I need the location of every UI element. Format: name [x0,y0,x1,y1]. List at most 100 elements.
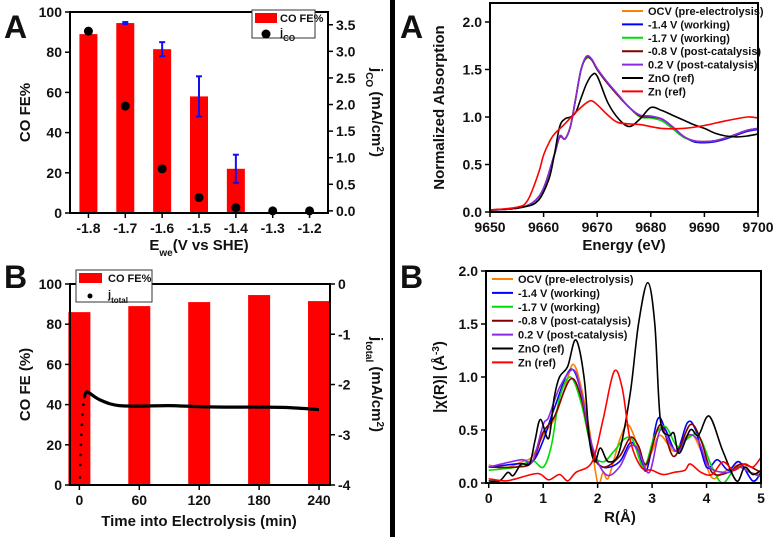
y2-axis-title-part: 2 [375,146,386,152]
panel-letter: A [4,9,27,45]
legend-label: -1.4 V (working) [648,19,730,31]
legend-label: jtotal [107,289,128,305]
chart-panel-1: 0 60 120 180 240 0 20 40 60 80 100 -4 -3 -2 -1 0 B CO FE%… [4,259,351,508]
data-point [157,164,167,174]
x-tick-label: 1 [539,490,547,506]
y-tick-label: 40 [46,397,62,413]
x-axis-title-part: E [149,237,159,254]
x-tick-label: -1.7 [113,220,137,236]
y-axis-title-part: CO FE (%) [17,348,34,421]
y2-axis-title-part: 2 [375,421,386,427]
x-tick-label: 9690 [689,219,720,235]
y-tick-label: 2.0 [459,263,479,279]
legend-label: -0.8 V (post-catalysis) [648,46,761,58]
x-tick-label: 240 [307,492,331,508]
bar [308,301,331,485]
x-tick-label: 9680 [635,219,666,235]
y2-tick-label: -3 [338,427,351,443]
y-tick-label: 60 [46,356,62,372]
y-tick-label: 100 [39,276,63,292]
data-point [120,101,130,111]
x-axis-title-part: (V vs SHE) [173,237,249,254]
x-tick-label: 2 [594,490,602,506]
legend-label: ZnO (ref) [648,73,695,85]
panel-letter: B [4,259,27,295]
legend-swatch [255,13,277,23]
plot-frame [489,2,759,213]
y-tick-label: 1.0 [463,109,483,125]
series-line [488,368,761,478]
legend-label: Zn (ref) [518,357,556,369]
y2-axis-title-part: j [368,67,385,72]
legend-label: -1.7 V (working) [648,33,730,45]
y-tick-label: 100 [39,4,63,20]
y2-tick-label: 0.5 [336,176,356,192]
legend-label: -1.7 V (working) [518,302,600,314]
legend-label: 0.2 V (post-catalysis) [518,330,628,342]
legend-label: 0.2 V (post-catalysis) [648,60,758,72]
bar [190,96,208,213]
series-line [490,72,758,211]
y2-axis-title-part: (mA/cm [368,87,385,146]
y-tick-label: 80 [46,44,62,60]
x-tick-label: 3 [648,490,656,506]
y2-tick-label: 2.0 [336,97,356,113]
data-point [194,193,204,203]
y2-axis-title-part: ) [368,427,385,432]
bar [188,302,211,485]
y-tick-label: 2.0 [463,14,483,30]
y-tick-label: 1.0 [459,369,479,385]
y-axis-title: |χ(R)| (Å-3) [431,341,449,413]
y-tick-label: 0.0 [463,204,483,220]
legend-label-part: j [107,289,111,301]
legend-marker [87,293,93,299]
legend-label: OCV (pre-electrolysis) [648,6,764,18]
x-axis-title-part: we [158,248,173,259]
series-line [490,99,758,211]
y-tick-label: 20 [46,165,62,181]
bar [153,49,172,214]
y2-axis-title-part: (mA/cm [368,362,385,421]
y-axis-title-part: ) [431,341,448,346]
legend-label: jCO [279,27,295,43]
y-axis-title-part: |χ(R)| (Å [431,355,448,413]
y-tick-label: 1.5 [463,62,483,78]
x-axis-title-part: Energy (eV) [582,237,665,254]
data-point [81,413,84,416]
x-axis-title: R(Å) [604,509,636,526]
x-tick-label: 60 [132,492,148,508]
x-tick-label: 9700 [742,219,773,235]
x-axis-title-part: R(Å) [604,509,636,526]
data-point [79,443,83,447]
y2-tick-label: -4 [338,477,351,493]
series-line [488,281,761,483]
data-point [78,476,82,479]
x-tick-label: 9670 [582,219,613,235]
legend-label-part: total [111,296,128,305]
panel-letter: B [400,259,423,295]
y2-tick-label: 1.0 [336,150,356,166]
legend-label: -1.4 V (working) [518,288,600,300]
data-point [79,453,82,457]
chart-panel-0: -1.8 -1.7 -1.6 -1.5 -1.4 -1.3 -1.2 0 20 40 60 80 100… [4,4,356,236]
y2-tick-label: 3.0 [336,43,356,59]
series-line [82,390,320,412]
y-tick-label: 60 [46,84,62,100]
y2-tick-label: -1 [338,326,351,342]
legend-marker [261,29,271,39]
x-tick-label: 0 [485,490,493,506]
x-tick-label: -1.5 [187,220,211,236]
y2-tick-label: -2 [338,377,351,393]
y2-tick-label: 0.0 [336,203,356,219]
legend-swatch [79,273,102,283]
legend-label: Zn (ref) [648,86,686,98]
data-point [78,463,82,467]
legend-label-part: j [279,27,283,39]
legend-label: CO FE% [280,13,324,25]
bar [79,34,98,213]
y-tick-label: 0 [54,205,62,221]
y2-axis-title-part: total [364,341,375,362]
legend-label: ZnO (ref) [518,344,565,356]
x-axis-title: Ewe(V vs SHE) [149,237,248,259]
series-line [488,369,761,482]
